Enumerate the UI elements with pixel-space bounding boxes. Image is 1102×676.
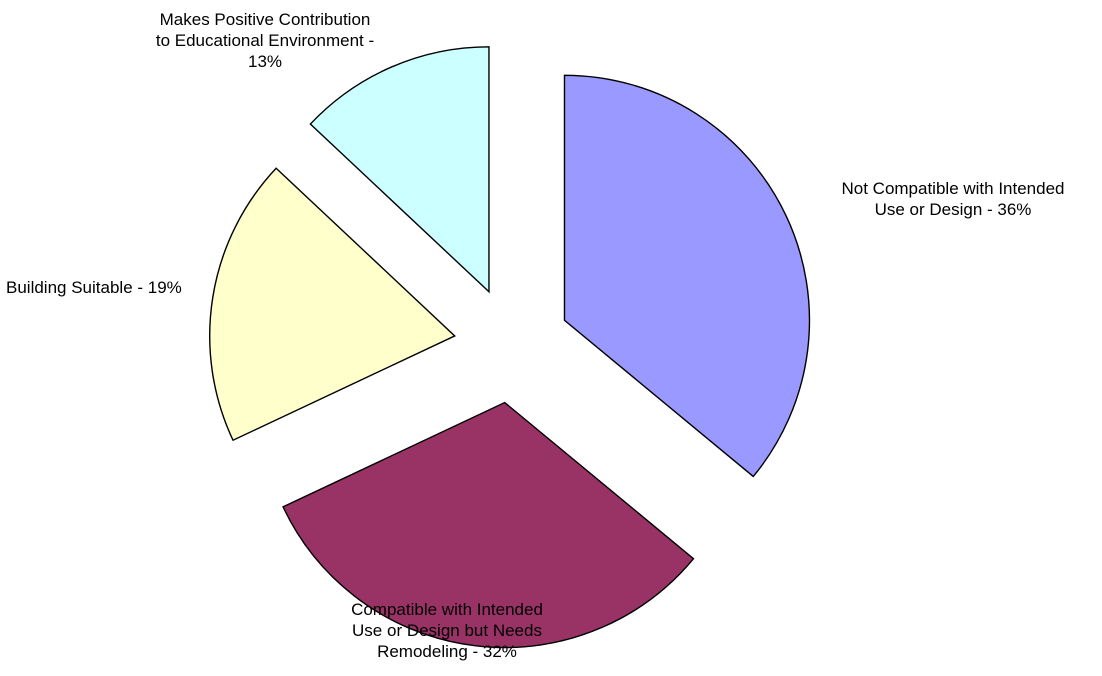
slice-label-building-suitable: Building Suitable - 19% (6, 277, 250, 298)
slice-label-needs-remodeling: Compatible with Intended Use or Design b… (282, 599, 612, 662)
slice-label-positive-contribution: Makes Positive Contribution to Education… (100, 9, 430, 72)
slice-not-compatible (564, 75, 809, 476)
slice-label-not-compatible: Not Compatible with Intended Use or Desi… (788, 178, 1102, 220)
